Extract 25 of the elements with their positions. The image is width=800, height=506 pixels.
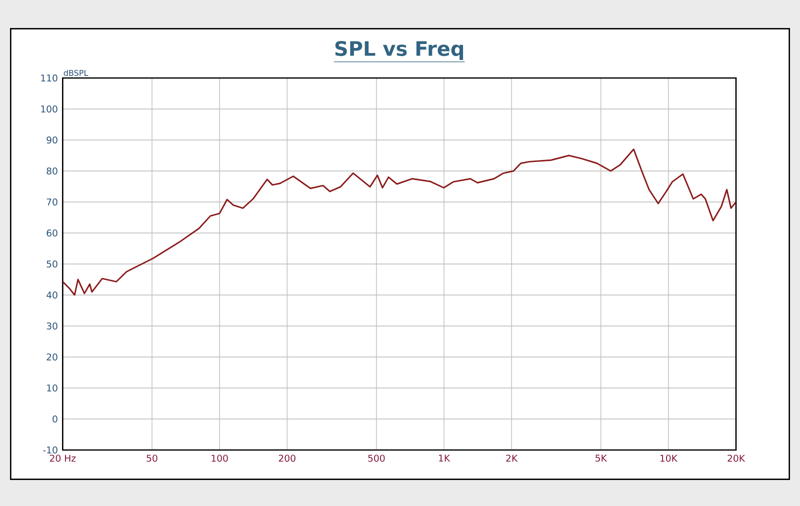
chart-title: SPL vs Freq (335, 40, 464, 60)
x-tick-label: 50 (146, 454, 158, 462)
y-tick-label: 30 (46, 322, 58, 330)
y-tick-label: 20 (46, 353, 58, 361)
y-tick-label: 60 (46, 229, 58, 237)
x-tick-label: 20K (728, 454, 746, 462)
y-tick-label: 40 (46, 291, 58, 299)
y-tick-label: 110 (41, 74, 58, 82)
y-tick-label: -10 (43, 446, 58, 454)
x-tick-label: 5K (596, 454, 608, 462)
y-tick-label: 0 (52, 415, 58, 423)
y-tick-label: 50 (46, 260, 58, 268)
x-tick-label: 20 Hz (50, 454, 76, 462)
x-tick-label: 200 (278, 454, 296, 462)
y-tick-label: 90 (46, 136, 58, 144)
y-tick-label: 70 (46, 198, 58, 206)
x-tick-label: 2K (506, 454, 518, 462)
x-tick-label: 500 (368, 454, 385, 462)
x-tick-label: 100 (212, 454, 228, 462)
x-tick-label: 1K (439, 454, 450, 462)
y-tick-label: 80 (46, 167, 58, 175)
x-tick-label: 10K (660, 454, 678, 462)
y-tick-label: 100 (41, 105, 58, 113)
y-axis-title: dBSPL (64, 70, 88, 76)
y-tick-label: 10 (47, 384, 58, 392)
